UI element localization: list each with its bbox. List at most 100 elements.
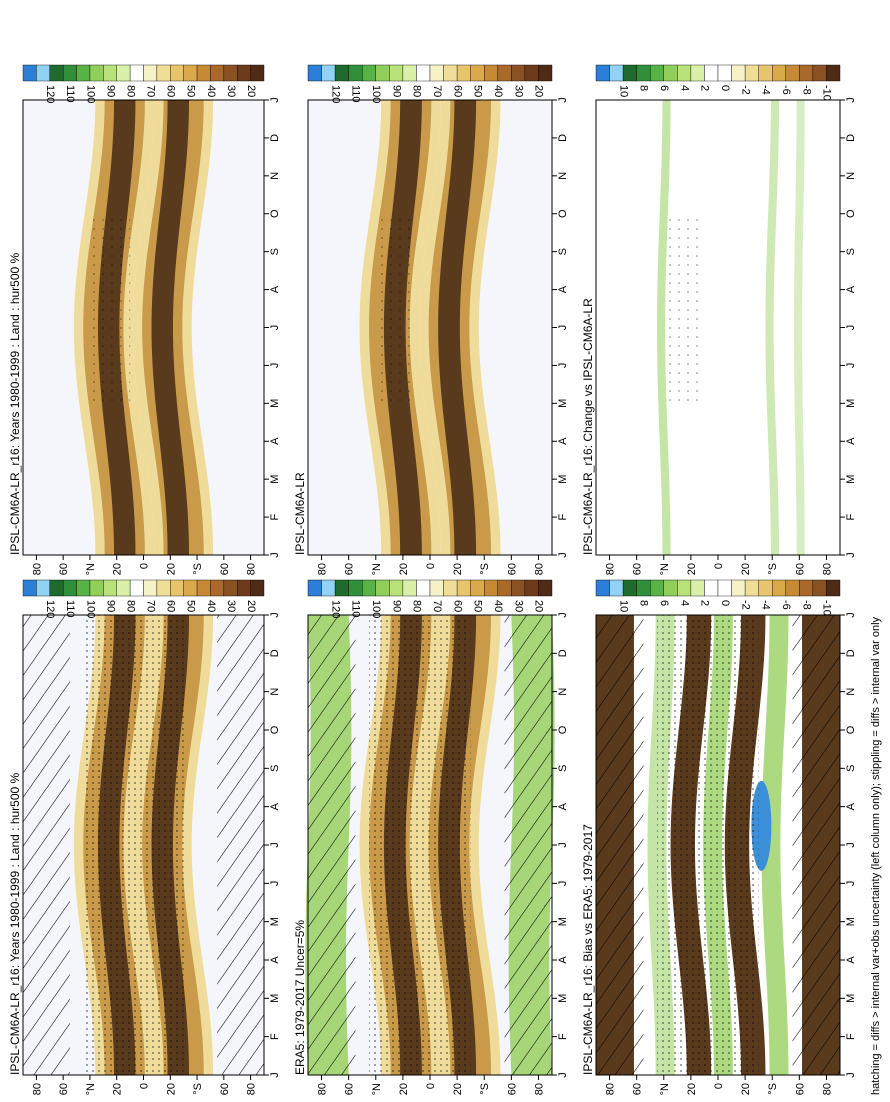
colorbar-swatch [334, 64, 349, 82]
colorbar-label: 40 [205, 85, 217, 97]
field-band [142, 100, 204, 555]
colorbar-swatch [717, 64, 732, 82]
month-tick-label: J [845, 325, 857, 331]
lat-tick-label: 60 [219, 563, 231, 575]
colorbar-swatch [704, 64, 719, 82]
month-tick-label: A [269, 285, 281, 293]
hatching [308, 615, 356, 1075]
panel-title: IPSL-CM6A-LR_r16: Change vs IPSL-CM6A-LR [581, 298, 595, 555]
panel-4: 80 60 °N 20 0 20 °S 60 80 J F M A M J J A S O N D J IPSL-CM6A-… [8, 64, 281, 575]
month-tick-label: M [557, 475, 569, 484]
colorbar-swatch [307, 64, 322, 82]
colorbar-swatch [156, 579, 171, 597]
colorbar-label: 120 [44, 600, 56, 618]
lat-tick-label: 60 [58, 1083, 70, 1095]
lat-tick-label: 20 [398, 1083, 410, 1095]
colorbar-swatch [156, 64, 171, 82]
colorbar-swatch [183, 64, 198, 82]
colorbar-label: 110 [350, 600, 362, 618]
colorbar-swatch [321, 64, 336, 82]
colorbar-label: 120 [44, 85, 56, 103]
month-tick-label: M [845, 917, 857, 926]
colorbar: 10 8 6 4 2 0 -2 -4 -6 -8 -10 [595, 579, 841, 616]
colorbar-label: 40 [492, 85, 504, 97]
colorbar-label: 40 [492, 600, 504, 612]
colorbar-label: 60 [451, 600, 463, 612]
stippling [369, 615, 471, 1075]
colorbar-swatch [785, 579, 800, 597]
colorbar-label: 8 [638, 600, 650, 606]
colorbar-label: 90 [104, 600, 116, 612]
lat-tick-label: °S [767, 563, 779, 575]
colorbar-label: 40 [205, 600, 217, 612]
hatching [596, 615, 644, 1075]
month-tick-label: J [269, 552, 281, 558]
month-tick-label: D [557, 649, 569, 657]
colorbar-swatch [758, 64, 773, 82]
colorbar-swatch [443, 579, 458, 597]
lat-tick-label: 0 [425, 563, 437, 569]
month-tick-label: A [269, 802, 281, 810]
colorbar-swatch [375, 64, 390, 82]
month-tick-label: D [845, 134, 857, 142]
colorbar-label: 0 [719, 85, 731, 91]
lat-tick-label: 60 [344, 563, 356, 575]
colorbar-swatch [170, 64, 184, 82]
colorbar-swatch [116, 579, 131, 597]
lat-tick-label: 60 [506, 563, 518, 575]
month-tick-label: N [557, 688, 569, 696]
lat-tick-label: °N [85, 1083, 97, 1095]
colorbar-label: 20 [533, 600, 545, 612]
month-tick-label: A [557, 285, 569, 293]
stippling [89, 213, 131, 404]
lat-tick-label: 20 [686, 1083, 698, 1095]
month-tick-label: S [269, 248, 281, 255]
colorbar-label: 60 [451, 85, 463, 97]
month-tick-label: J [845, 612, 857, 618]
stippling [657, 615, 759, 1075]
colorbar-swatch [595, 579, 610, 597]
lat-tick-label: 60 [794, 563, 806, 575]
colorbar-swatch [210, 64, 225, 82]
lat-tick-label: 60 [219, 1083, 231, 1095]
lat-tick-label: 20 [452, 563, 464, 575]
lat-tick-label: °S [767, 1083, 779, 1095]
panel-1: 80 60 °N 20 0 20 °S 60 80 J F M A M J J A S O N D J IPSL-CM6A-… [8, 579, 281, 1095]
colorbar-label: 0 [719, 600, 731, 606]
lat-tick-label: 20 [452, 1083, 464, 1095]
month-tick-label: N [845, 688, 857, 696]
month-tick-label: J [557, 881, 569, 887]
colorbar-swatch [744, 579, 759, 597]
colorbar-swatch [389, 579, 404, 597]
colorbar-swatch [334, 579, 349, 597]
colorbar-swatch [49, 579, 64, 597]
lat-tick-label: 80 [246, 1083, 258, 1095]
lat-tick-label: 80 [605, 1083, 617, 1095]
colorbar-label: 50 [472, 600, 484, 612]
colorbar-label: -6 [780, 600, 792, 610]
lat-tick-label: °S [192, 1083, 204, 1095]
field-band [765, 100, 779, 555]
month-tick-label: A [557, 956, 569, 964]
lat-tick-label: 20 [398, 563, 410, 575]
colorbar-label: -4 [760, 600, 772, 610]
colorbar-swatch [129, 64, 144, 82]
month-tick-label: F [269, 1033, 281, 1040]
month-tick-label: O [269, 725, 281, 734]
panel-title: IPSL-CM6A-LR [293, 472, 307, 555]
colorbar-label: 50 [185, 600, 197, 612]
month-tick-label: D [269, 649, 281, 657]
colorbar-swatch [609, 64, 624, 82]
lat-tick-label: 80 [533, 1083, 545, 1095]
colorbar-swatch [636, 64, 651, 82]
lat-tick-label: 60 [58, 563, 70, 575]
colorbar-swatch [826, 579, 841, 597]
month-tick-label: J [269, 842, 281, 848]
colorbar-label: 8 [638, 85, 650, 91]
colorbar-swatch [538, 579, 553, 597]
plot-background [596, 100, 840, 555]
colorbar-label: 90 [390, 600, 402, 612]
month-tick-label: A [845, 437, 857, 445]
hatching [792, 615, 840, 1075]
colorbar-swatch [731, 64, 746, 82]
